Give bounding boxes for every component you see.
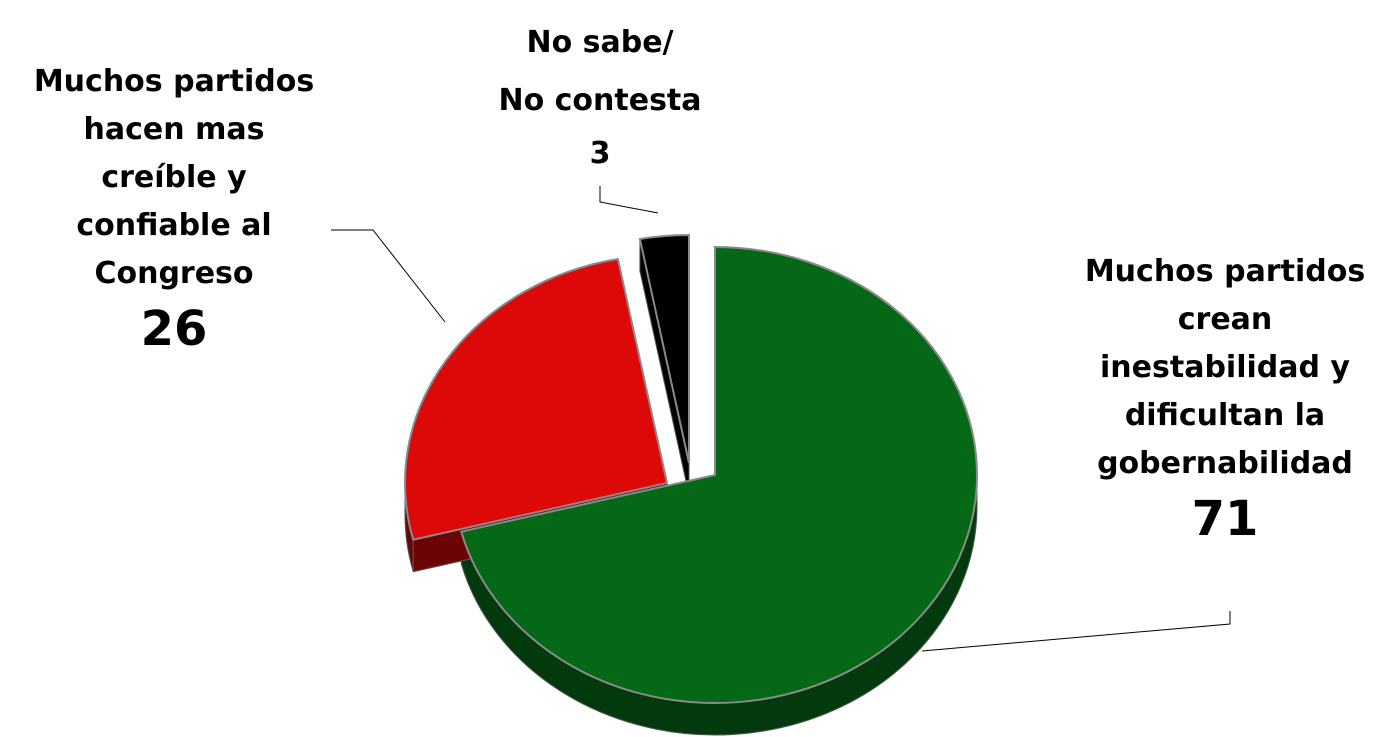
slice-label-line: Muchos partidos	[33, 64, 315, 99]
slice-label-line: gobernabilidad	[1097, 446, 1353, 481]
slice-label-line: No sabe/	[526, 25, 674, 60]
slice-label-no-sabe: No sabe/ No contesta 3	[470, 14, 730, 178]
slice-label-line: crean	[1177, 302, 1273, 337]
pie-top-layer	[404, 233, 978, 704]
leader-lines	[331, 186, 1231, 652]
slice-label-line: Congreso	[94, 256, 254, 291]
slice-value-label: 26	[140, 301, 208, 357]
leader-line	[921, 611, 1231, 652]
slice-label-line: confiable al	[76, 208, 272, 243]
pie-slice	[638, 233, 690, 464]
slice-label-congreso: Muchos partidos hacen mas creíble y conf…	[2, 58, 346, 358]
slice-label-gobernabilidad: Muchos partidos crean inestabilidad y di…	[1060, 248, 1390, 548]
pie-slice	[404, 257, 669, 541]
leader-line	[331, 229, 446, 323]
slice-label-line: hacen mas	[83, 112, 265, 147]
slice-label-line: Muchos partidos	[1084, 254, 1366, 289]
slice-label-line: creíble y	[101, 160, 247, 195]
leader-line	[599, 186, 659, 214]
slice-label-line: inestabilidad y	[1100, 350, 1350, 385]
slice-value-label: 3	[589, 136, 611, 171]
slice-label-line: No contesta	[498, 83, 702, 118]
pie-slice	[459, 245, 978, 704]
slice-value-label: 71	[1191, 491, 1259, 547]
slice-label-line: dificultan la	[1124, 398, 1326, 433]
